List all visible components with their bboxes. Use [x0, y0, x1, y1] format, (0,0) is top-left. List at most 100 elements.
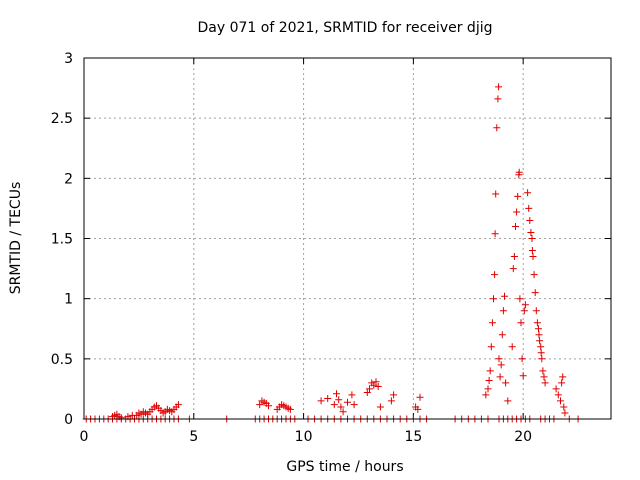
x-tick-labels: 0 5 10 15 20 [80, 429, 533, 445]
data-point [512, 223, 519, 230]
data-point [337, 403, 345, 411]
data-point [515, 168, 523, 176]
data-point [492, 190, 500, 198]
data-point [508, 343, 516, 351]
data-point [501, 292, 508, 300]
y-tick-label: 3 [64, 51, 73, 67]
data-point [374, 383, 382, 390]
data-point [532, 307, 540, 315]
data-point [491, 271, 499, 279]
data-point [317, 397, 325, 405]
data-point [495, 355, 503, 363]
data-point [256, 401, 264, 409]
data-point [350, 401, 358, 409]
x-tick-label: 5 [189, 429, 198, 445]
data-point [528, 235, 536, 242]
data-point [324, 395, 332, 402]
data-point [344, 398, 351, 406]
data-point [488, 319, 496, 327]
data-point [516, 295, 524, 303]
y-tick-label: 1 [64, 292, 73, 308]
x-tick-label: 10 [295, 429, 313, 445]
data-point [526, 217, 534, 224]
data-point [554, 391, 562, 399]
data-point [513, 208, 521, 216]
data-point [559, 373, 567, 381]
data-point [540, 373, 548, 381]
y-tick-label: 1.5 [51, 232, 73, 248]
y-tick-label: 2 [64, 171, 73, 187]
data-point [502, 379, 510, 387]
data-point [335, 396, 343, 404]
data-point [538, 355, 546, 363]
data-point [494, 95, 502, 103]
data-point [265, 402, 272, 410]
x-tick-label: 0 [80, 429, 89, 445]
data-point [366, 385, 373, 393]
chart-title: Day 071 of 2021, SRMTID for receiver dji… [198, 20, 493, 36]
data-point [537, 349, 545, 357]
data-point [535, 331, 543, 339]
data-point [536, 337, 544, 345]
data-point [539, 367, 547, 375]
data-point [499, 307, 507, 315]
data-point [529, 253, 537, 260]
data-point [370, 381, 378, 389]
y-tick-label: 0 [64, 412, 73, 428]
data-point [504, 397, 512, 405]
data-point [493, 124, 501, 132]
y-tick-label: 2.5 [51, 111, 73, 127]
data-point [525, 204, 533, 212]
data-point [486, 367, 494, 375]
data-point [482, 391, 490, 399]
data-point [174, 401, 182, 409]
data-point [541, 379, 549, 387]
data-point [491, 230, 499, 238]
data-point [117, 414, 125, 422]
x-tick-label: 15 [404, 429, 422, 445]
data-point [509, 265, 517, 273]
data-point [527, 229, 535, 236]
data-point [490, 295, 497, 303]
data-point [552, 385, 560, 393]
data-point [517, 319, 525, 327]
data-point [416, 393, 424, 401]
data-point [497, 361, 505, 369]
y-axis-label: SRMTID / TECUs [8, 182, 24, 295]
data-point [498, 331, 506, 339]
data-point [535, 325, 542, 333]
data-point [496, 373, 504, 381]
data-point [557, 397, 564, 405]
data-point [363, 389, 371, 396]
data-point [533, 319, 541, 327]
y-tick-label: 0.5 [51, 352, 73, 368]
data-point [330, 401, 338, 409]
y-tick-labels: 0 0.5 1 1.5 2 2.5 3 [51, 51, 73, 428]
data-point [485, 377, 493, 384]
data-point [514, 192, 522, 200]
data-point [528, 247, 536, 254]
data-point [520, 307, 528, 315]
x-tick-label: 20 [514, 429, 532, 445]
data-point [333, 390, 340, 398]
data-point [414, 405, 422, 413]
data-point [530, 271, 538, 279]
data-point [518, 355, 526, 363]
data-point [519, 372, 527, 380]
data-point [521, 301, 529, 309]
data-point [531, 289, 539, 297]
data-point [510, 253, 518, 260]
data-point [348, 391, 356, 399]
data-point [487, 343, 495, 351]
data-point [390, 391, 398, 399]
data-point [387, 397, 395, 405]
data-point [339, 408, 347, 416]
data-point [561, 409, 569, 417]
data-point [286, 405, 294, 413]
data-point [372, 378, 380, 386]
data-point [558, 379, 566, 387]
data-point [376, 403, 384, 411]
plot-frame [83, 57, 612, 420]
